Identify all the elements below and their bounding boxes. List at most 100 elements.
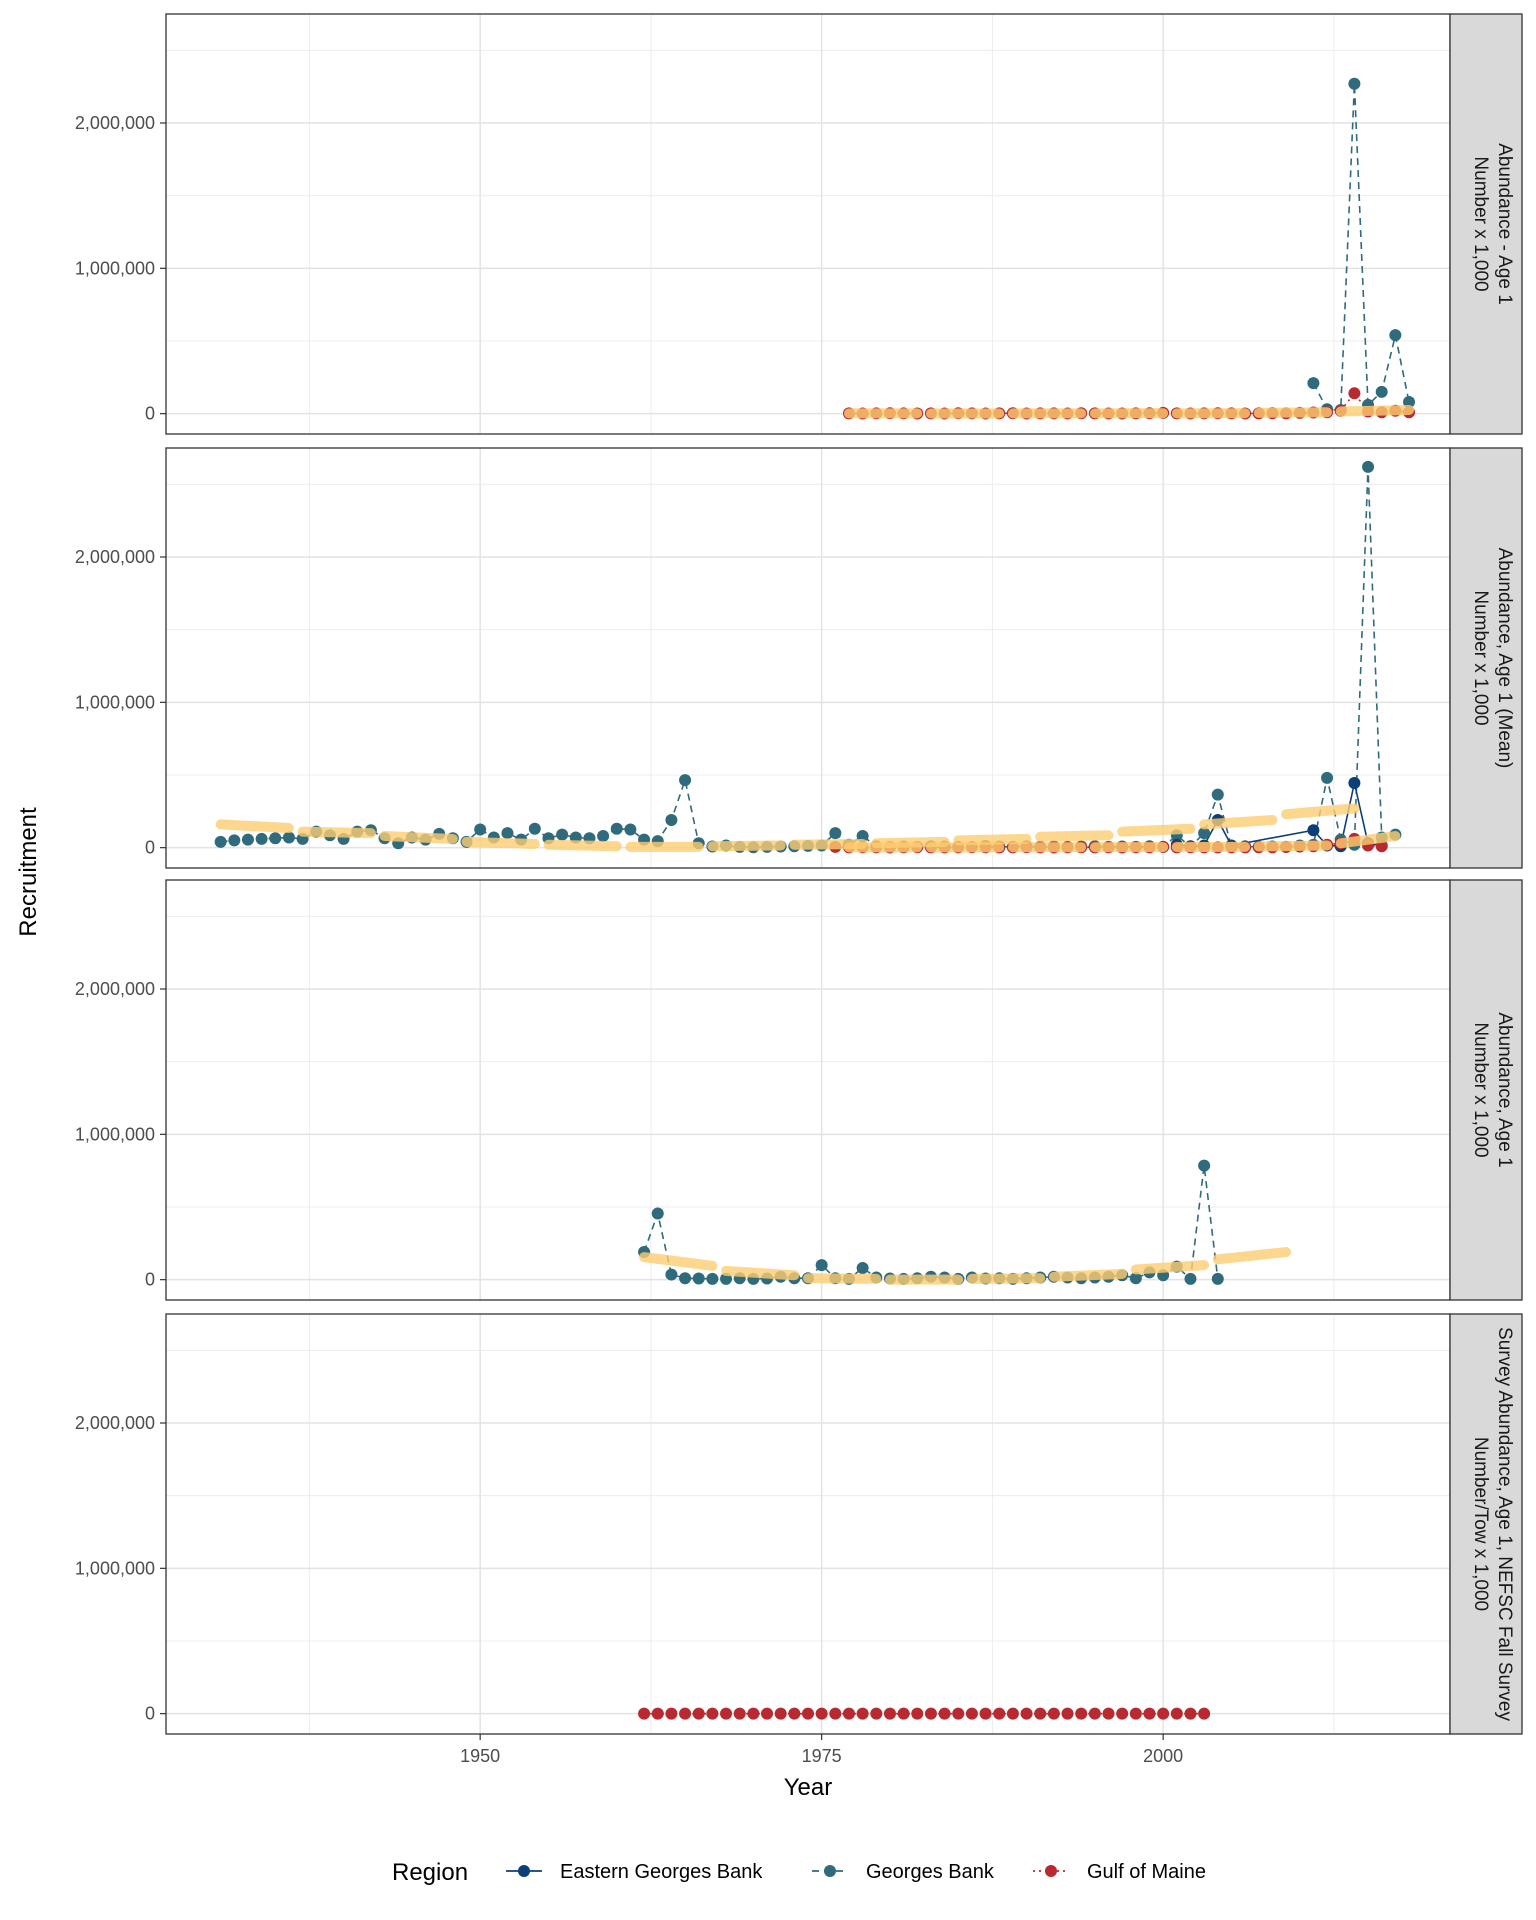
y-tick-label: 0	[145, 404, 155, 424]
data-point	[665, 1707, 678, 1720]
data-point	[1389, 329, 1402, 342]
data-point	[911, 1707, 924, 1720]
facet-strip-label: Number/Tow x 1,000	[1470, 1437, 1491, 1611]
facet-strip-label: Abundance, Age 1 (Mean)	[1494, 548, 1515, 769]
data-point	[214, 835, 227, 848]
data-point	[692, 1707, 705, 1720]
data-point	[733, 1707, 746, 1720]
data-point	[938, 1707, 951, 1720]
legend-key-point	[518, 1865, 530, 1877]
trend-segment	[461, 836, 540, 850]
y-tick-label: 1,000,000	[75, 1124, 155, 1144]
facet-strip-label: Number x 1,000	[1470, 156, 1491, 291]
trend-segment	[215, 819, 294, 834]
facet-strip-text: Abundance, Age 1 (Mean)Number x 1,000	[1470, 548, 1515, 769]
y-tick-label: 2,000,000	[75, 1413, 155, 1433]
legend-key-point	[824, 1865, 836, 1877]
data-point	[651, 1707, 664, 1720]
facet-strip	[1449, 13, 1523, 435]
y-tick-label: 0	[145, 1704, 155, 1724]
data-point	[1129, 1272, 1142, 1285]
data-point	[1020, 1707, 1033, 1720]
data-point	[815, 1707, 828, 1720]
panel-background	[166, 448, 1450, 868]
panel-background	[166, 14, 1450, 434]
data-point	[1211, 1272, 1224, 1285]
data-point	[924, 1707, 937, 1720]
data-point	[282, 831, 295, 844]
data-point	[706, 1707, 719, 1720]
data-point	[897, 1707, 910, 1720]
data-point	[993, 1707, 1006, 1720]
x-tick-label: 1975	[802, 1746, 842, 1766]
data-point	[856, 1707, 869, 1720]
x-axis: 1950 1975 2000	[460, 1734, 1183, 1766]
data-point	[638, 1707, 651, 1720]
data-point	[1348, 77, 1361, 90]
y-tick-label: 2,000,000	[75, 113, 155, 133]
trend-segment	[966, 1273, 1046, 1284]
data-point	[1129, 1707, 1142, 1720]
trend-segment	[1035, 830, 1114, 842]
data-point	[474, 823, 487, 836]
data-point	[501, 827, 514, 840]
data-point	[1348, 776, 1361, 789]
trend-segment	[1335, 831, 1401, 849]
data-point	[651, 1207, 664, 1220]
plot-area	[638, 1707, 1211, 1720]
data-point	[856, 1262, 869, 1275]
legend-label: Georges Bank	[866, 1861, 995, 1883]
legend-title: Region	[392, 1859, 468, 1886]
legend-key-point	[1045, 1865, 1057, 1877]
trend-segment	[1253, 840, 1333, 852]
data-point	[679, 1272, 692, 1285]
data-point	[1034, 1707, 1047, 1720]
facet-panel: 0 1,000,000 2,000,000 Survey Abundance, Age…	[75, 1313, 1523, 1735]
data-point	[747, 1707, 760, 1720]
data-point	[1321, 771, 1334, 784]
y-tick-label: 2,000,000	[75, 979, 155, 999]
data-point	[720, 1707, 733, 1720]
facet-strip-text: Survey Abundance, Age 1, NEFSC Fall Surv…	[1470, 1327, 1515, 1721]
data-point	[1006, 1707, 1019, 1720]
data-point	[692, 1272, 705, 1285]
y-tick-label: 1,000,000	[75, 258, 155, 278]
facet-strip-label: Number x 1,000	[1470, 590, 1491, 725]
data-point	[802, 1707, 814, 1720]
data-point	[1102, 1707, 1115, 1720]
data-point	[979, 1707, 992, 1720]
trend-segment	[639, 1252, 718, 1271]
facet-strip	[1449, 879, 1523, 1301]
series-line	[1312, 83, 1410, 411]
data-point	[829, 827, 842, 840]
data-point	[1184, 1707, 1197, 1720]
data-point	[528, 822, 541, 835]
trend-segment	[1212, 1247, 1292, 1265]
trend-segment	[1281, 803, 1360, 820]
facet-panel: 0 1,000,000 2,000,000 Abundance - Age 1Numb…	[75, 13, 1523, 435]
data-point	[788, 1707, 801, 1720]
data-point	[624, 823, 637, 836]
data-point	[1143, 1707, 1156, 1720]
data-point	[1307, 377, 1320, 390]
facet-strip	[1449, 1313, 1523, 1735]
plot-area	[214, 460, 1402, 854]
plot-area	[842, 77, 1416, 420]
x-tick-label: 2000	[1143, 1746, 1183, 1766]
facet-panels: 0 1,000,000 2,000,000 Abundance - Age 1Numb…	[75, 13, 1523, 1735]
legend-label: Eastern Georges Bank	[560, 1861, 763, 1883]
data-point	[706, 1272, 719, 1285]
facet-panel: 0 1,000,000 2,000,000 Abundance, Age 1 (Mea…	[75, 447, 1523, 869]
data-point	[952, 1707, 965, 1720]
facet-panel: 0 1,000,000 2,000,000 Abundance, Age 1Numbe…	[75, 879, 1523, 1301]
data-point	[1184, 1272, 1197, 1285]
data-point	[883, 1707, 896, 1720]
data-point	[761, 1707, 774, 1720]
trend-segment	[379, 831, 458, 844]
data-point	[269, 832, 282, 845]
data-point	[1403, 396, 1416, 409]
y-axis-title: Recruitment	[15, 807, 42, 937]
data-point	[556, 828, 569, 841]
